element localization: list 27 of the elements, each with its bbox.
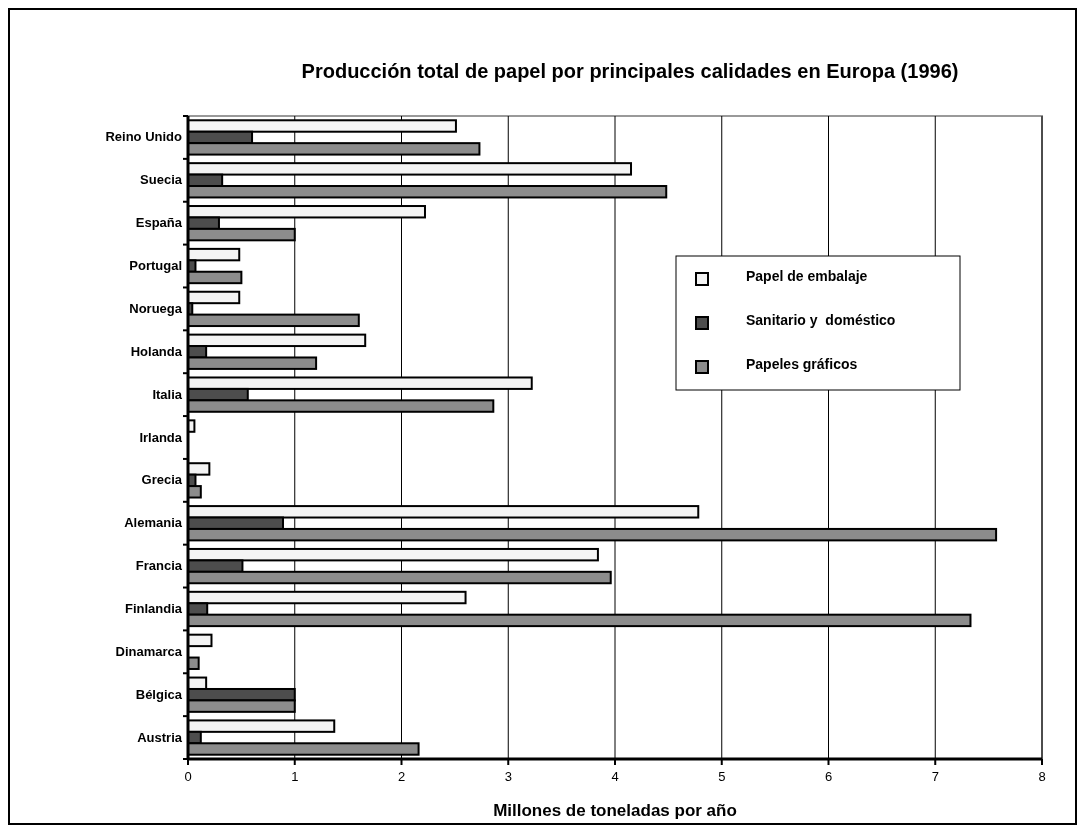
- y-tick-label: Bélgica: [135, 686, 183, 702]
- x-tick-label: 3: [504, 769, 512, 784]
- y-tick-label: Suecia: [140, 172, 183, 188]
- x-tick-label: 1: [291, 769, 299, 784]
- x-axis-title: Millones de toneladas por año: [493, 801, 737, 820]
- y-tick-label: Italia: [152, 386, 183, 402]
- y-tick-label: Grecia: [141, 472, 183, 488]
- x-tick-label: 8: [1038, 769, 1046, 784]
- x-tick-label: 7: [931, 769, 939, 784]
- y-tick-label: Portugal: [129, 258, 182, 274]
- y-tick-label: Austria: [137, 729, 183, 745]
- x-tick-label: 6: [824, 769, 833, 784]
- y-tick-label: España: [135, 215, 183, 231]
- y-tick-label: Reino Unido: [105, 129, 183, 145]
- y-tick-label: Noruega: [129, 300, 183, 316]
- x-tick-label: 0: [184, 769, 192, 784]
- x-tick-label: 2: [397, 769, 406, 784]
- y-tick-label: Holanda: [130, 343, 183, 359]
- y-tick-label: Irlanda: [139, 429, 183, 445]
- y-tick-label: Finlandia: [124, 600, 183, 616]
- x-tick-label: 4: [611, 769, 619, 784]
- y-tick-label: Alemania: [124, 515, 183, 531]
- x-tick-label: 5: [718, 769, 726, 784]
- y-tick-label: Dinamarca: [115, 643, 183, 659]
- y-tick-label: Francia: [135, 558, 183, 574]
- legend: Papel de embalaje Sanitario y doméstico Papeles gráficos: [675, 255, 961, 391]
- chart-title: Producción total de papel por principales calidades en Europa (1996): [301, 60, 959, 82]
